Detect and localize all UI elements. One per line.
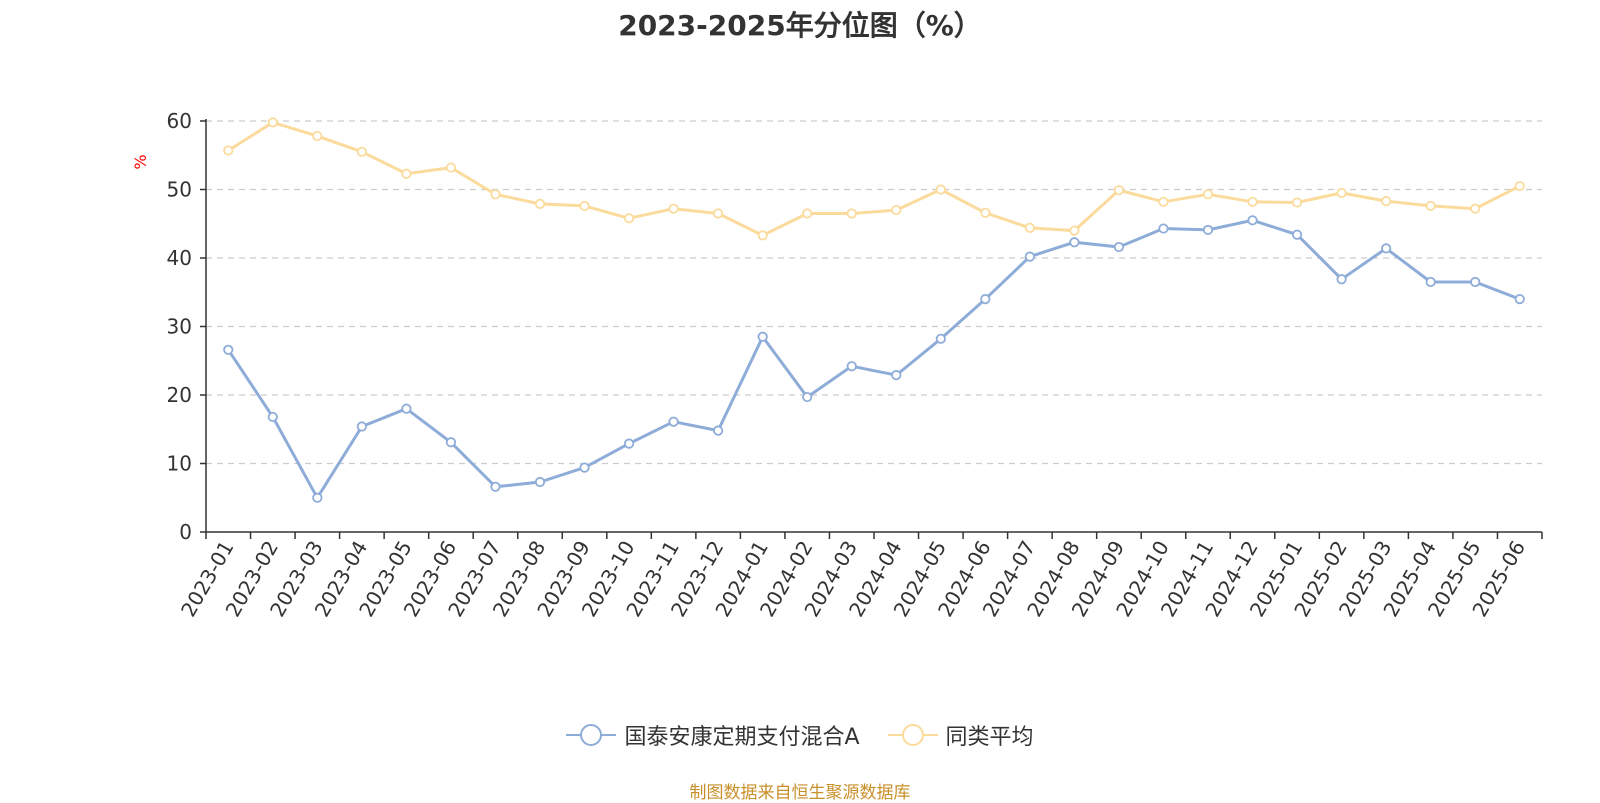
data-point-0 — [1291, 229, 1303, 240]
data-point-0 — [1514, 293, 1525, 305]
source-note: 制图数据来自恒生聚源数据库 — [689, 783, 911, 803]
data-point-1 — [1158, 196, 1169, 207]
data-point-1 — [1381, 196, 1392, 207]
legend-label-fund: 国泰安康定期支付混合A — [624, 725, 860, 750]
data-point-0 — [401, 403, 412, 414]
data-point-1 — [267, 117, 278, 128]
data-point-0 — [1425, 276, 1436, 288]
legend: 国泰安康定期支付混合A 同类平均 — [0, 718, 1600, 752]
data-point-1 — [579, 200, 590, 212]
data-point-0 — [445, 437, 457, 448]
legend-marker-average — [887, 724, 938, 746]
data-point-1 — [223, 145, 234, 156]
legend-item-average[interactable]: 同类平均 — [887, 719, 1034, 751]
data-point-0 — [490, 481, 501, 492]
data-point-0 — [534, 476, 546, 488]
data-point-0 — [1024, 251, 1035, 262]
y-axis-unit-label: % — [131, 154, 150, 169]
y-tick-label: 60 — [167, 109, 192, 133]
data-point-1 — [312, 130, 323, 142]
y-tick-label: 20 — [167, 383, 192, 407]
data-point-1 — [1202, 189, 1214, 200]
y-tick-label: 30 — [167, 315, 192, 339]
data-point-1 — [1291, 197, 1303, 208]
data-point-0 — [1336, 274, 1347, 285]
data-point-0 — [1158, 223, 1169, 234]
data-point-1 — [623, 213, 635, 224]
data-point-1 — [1247, 196, 1258, 207]
data-point-1 — [1514, 180, 1525, 192]
data-point-0 — [935, 333, 946, 344]
legend-item-fund[interactable]: 国泰安康定期支付混合A — [566, 719, 860, 751]
legend-marker-fund — [566, 724, 617, 746]
data-point-0 — [668, 416, 679, 427]
data-point-1 — [713, 208, 724, 219]
data-point-0 — [802, 391, 813, 403]
data-point-1 — [891, 204, 902, 216]
data-point-1 — [1425, 200, 1436, 212]
data-point-0 — [623, 438, 635, 449]
data-point-0 — [1247, 215, 1258, 226]
data-point-0 — [312, 492, 323, 503]
data-point-0 — [223, 344, 234, 355]
data-point-1 — [1113, 185, 1125, 196]
data-point-0 — [713, 425, 724, 436]
data-point-0 — [1470, 276, 1481, 288]
data-point-1 — [490, 189, 501, 200]
data-point-1 — [1069, 225, 1080, 236]
series-line-0 — [227, 218, 1521, 500]
data-point-0 — [980, 293, 991, 305]
data-point-0 — [757, 331, 768, 342]
data-point-1 — [1336, 187, 1347, 199]
legend-label-average: 同类平均 — [945, 725, 1034, 750]
data-point-1 — [980, 207, 991, 218]
data-point-0 — [356, 421, 367, 432]
series-lines — [223, 117, 1525, 503]
y-tick-label: 40 — [167, 246, 192, 270]
data-point-1 — [445, 162, 457, 173]
data-point-0 — [1069, 237, 1080, 248]
data-point-1 — [534, 198, 546, 209]
data-point-1 — [935, 184, 946, 195]
data-point-1 — [668, 203, 679, 214]
data-point-0 — [1381, 243, 1392, 254]
chart-title: 2023-2025年分位图（%） — [618, 9, 982, 42]
data-point-0 — [891, 370, 902, 381]
data-point-1 — [846, 208, 857, 219]
series-line-1 — [227, 120, 1521, 237]
y-tick-label: 10 — [167, 452, 192, 476]
data-point-0 — [1202, 224, 1214, 236]
data-point-1 — [757, 230, 768, 241]
data-point-1 — [401, 168, 412, 179]
data-point-1 — [1470, 203, 1481, 214]
data-point-1 — [356, 146, 367, 157]
data-point-1 — [802, 208, 813, 219]
data-point-0 — [267, 411, 278, 423]
data-point-0 — [1113, 241, 1125, 253]
data-point-1 — [1024, 222, 1035, 233]
data-point-0 — [846, 361, 857, 372]
y-tick-label: 0 — [179, 520, 192, 544]
data-point-0 — [579, 462, 590, 473]
y-tick-label: 50 — [167, 178, 192, 202]
